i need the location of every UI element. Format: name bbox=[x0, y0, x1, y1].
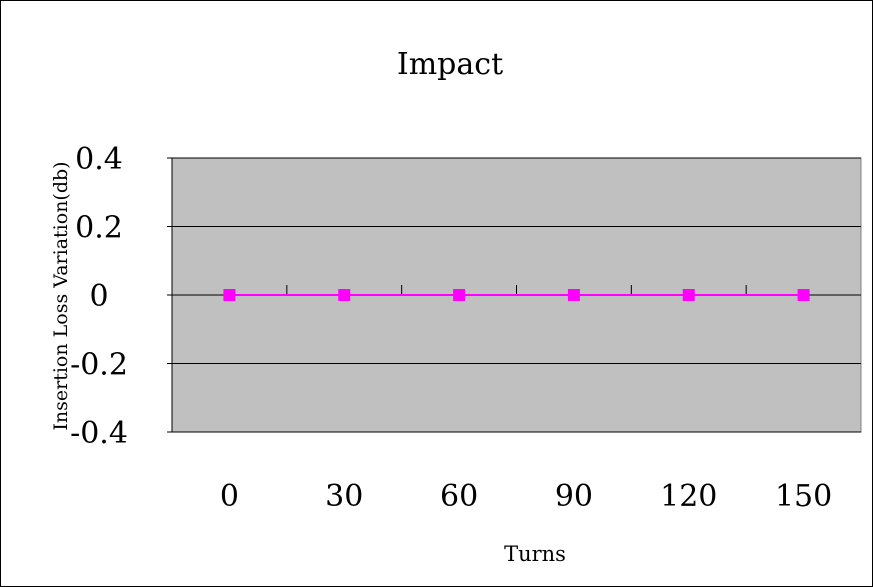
x-tick-label: 30 bbox=[325, 479, 363, 514]
data-point-marker bbox=[338, 289, 351, 301]
x-tick-label: 60 bbox=[440, 479, 478, 514]
plot-area: 0.4 0.2 0 -0.2 -0.4 0 30 60 90 120 150 bbox=[70, 142, 862, 514]
x-tick-label: 120 bbox=[660, 479, 717, 514]
x-tick-label: 0 bbox=[220, 479, 239, 514]
x-tick-label: 150 bbox=[775, 479, 832, 514]
chart-title: Impact bbox=[397, 47, 503, 82]
y-tick-label: 0 bbox=[89, 279, 108, 314]
x-axis-label: Turns bbox=[504, 542, 566, 566]
y-tick-label: 0.2 bbox=[75, 211, 123, 246]
y-tick-label: -0.2 bbox=[70, 348, 128, 383]
y-tick-label: 0.4 bbox=[75, 142, 123, 177]
y-tick-label: -0.4 bbox=[70, 416, 128, 451]
data-point-marker bbox=[567, 289, 580, 301]
data-point-marker bbox=[223, 289, 236, 301]
data-point-marker bbox=[453, 289, 466, 301]
x-tick-label: 90 bbox=[555, 479, 593, 514]
data-point-marker bbox=[797, 289, 810, 301]
data-point-marker bbox=[682, 289, 695, 301]
y-axis-label: Insertion Loss Variation(db) bbox=[50, 161, 72, 430]
